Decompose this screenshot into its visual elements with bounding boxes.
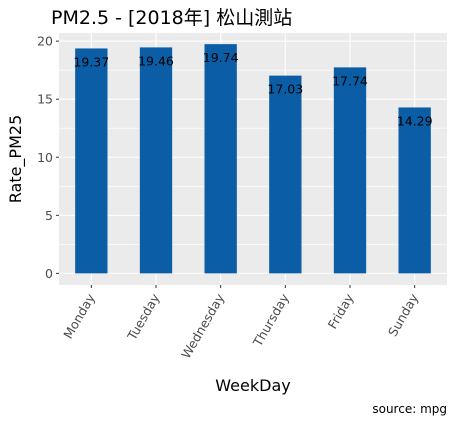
y-axis-title: Rate_PM25 bbox=[6, 115, 26, 204]
data-label: 19.46 bbox=[138, 53, 174, 68]
y-tick-label: 20 bbox=[37, 34, 53, 49]
y-tick-label: 10 bbox=[37, 150, 53, 165]
caption: source: mpg bbox=[372, 402, 447, 416]
grid-minor bbox=[59, 69, 447, 245]
bar-sunday bbox=[398, 107, 431, 274]
data-label: 14.29 bbox=[397, 113, 433, 128]
bar-tuesday bbox=[139, 47, 173, 274]
data-label: 19.37 bbox=[73, 54, 109, 69]
data-label: 17.03 bbox=[267, 82, 303, 97]
data-labels: 19.37 19.46 19.74 17.03 17.74 14.29 bbox=[73, 50, 432, 128]
bar-wednesday bbox=[204, 44, 237, 274]
bars bbox=[75, 44, 431, 274]
y-tick-label: 0 bbox=[45, 266, 53, 281]
bar-monday bbox=[75, 48, 108, 274]
data-label: 19.74 bbox=[203, 50, 239, 65]
bar-friday bbox=[333, 67, 367, 274]
x-axis-title: WeekDay bbox=[215, 376, 290, 395]
y-tick-label: 5 bbox=[45, 208, 53, 223]
chart-title: PM2.5 - [2018年] 松山測站 bbox=[51, 7, 292, 29]
plot-panel bbox=[59, 33, 447, 285]
y-tick-label: 15 bbox=[37, 92, 53, 107]
data-label: 17.74 bbox=[332, 73, 368, 88]
bar-thursday bbox=[269, 75, 302, 274]
y-axis: 0 5 10 15 20 bbox=[37, 34, 59, 281]
